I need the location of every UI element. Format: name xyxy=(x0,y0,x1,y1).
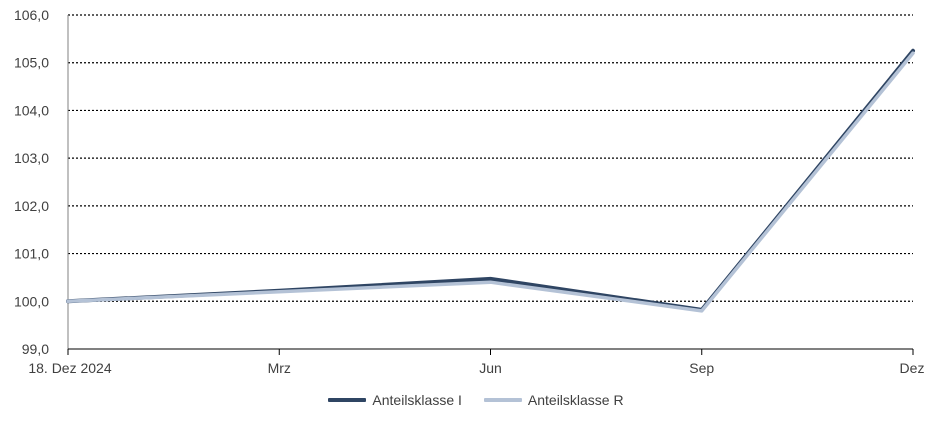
x-tick-label: Jun xyxy=(479,360,502,376)
series-line-1 xyxy=(66,48,915,312)
legend-item-series-1[interactable]: Anteilsklasse I xyxy=(328,392,462,408)
legend-label-series-2: Anteilsklasse R xyxy=(527,392,624,408)
x-tick-label: Mrz xyxy=(268,360,291,376)
x-tick-label: 18. Dez 2024 xyxy=(28,360,111,376)
legend-swatch-series-2 xyxy=(483,398,522,402)
y-tick-label: 106,0 xyxy=(14,7,49,23)
y-tick-label: 102,0 xyxy=(14,198,49,214)
y-tick-label: 99,0 xyxy=(22,341,49,357)
y-tick-label: 105,0 xyxy=(14,55,49,71)
legend-item-series-2[interactable]: Anteilsklasse R xyxy=(483,392,624,408)
x-tick-label: Sep xyxy=(689,360,714,376)
x-axis: 18. Dez 2024 Mrz Jun Sep Dez xyxy=(28,15,924,376)
series-lines xyxy=(66,48,915,313)
legend-label-series-1: Anteilsklasse I xyxy=(372,392,462,408)
legend-swatch-series-1 xyxy=(328,398,367,402)
y-axis-tick-labels: 99,0 100,0 101,0 102,0 103,0 104,0 105,0 106,0 xyxy=(14,7,49,357)
grid-lines xyxy=(68,14,913,302)
y-tick-label: 103,0 xyxy=(14,150,49,166)
y-tick-label: 100,0 xyxy=(14,293,49,309)
series-line-2 xyxy=(66,51,915,313)
y-tick-label: 101,0 xyxy=(14,246,49,262)
y-tick-label: 104,0 xyxy=(14,102,49,118)
legend: Anteilsklasse I Anteilsklasse R xyxy=(0,392,952,408)
x-tick-label: Dez xyxy=(900,360,925,376)
